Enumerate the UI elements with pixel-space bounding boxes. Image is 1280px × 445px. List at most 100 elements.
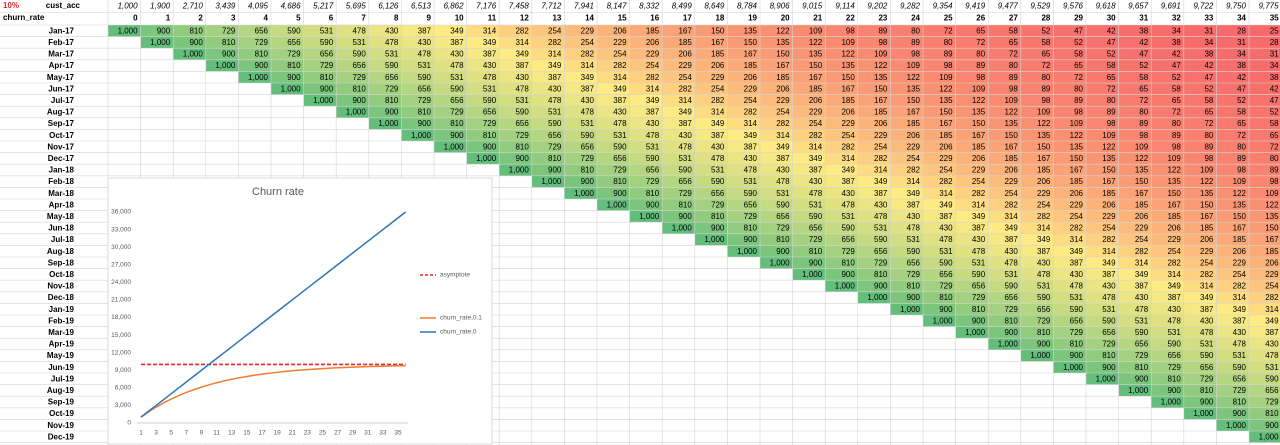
cell-value: 729 xyxy=(450,108,464,117)
cell-bg xyxy=(1086,245,1119,257)
x-tick-label: 3 xyxy=(154,430,158,437)
cell-bg xyxy=(1020,36,1054,49)
cell-value: 150 xyxy=(744,38,758,47)
cell-bg xyxy=(760,210,793,223)
cell-bg xyxy=(303,94,337,107)
cell-bg xyxy=(1183,94,1217,107)
cell-value: 349 xyxy=(744,131,758,140)
cell-value: 656 xyxy=(418,84,432,93)
cell-bg xyxy=(1020,303,1054,315)
cell-bg xyxy=(466,59,500,72)
cell-value: 810 xyxy=(483,131,497,140)
cell-bg xyxy=(629,117,663,130)
cell-value: 58 xyxy=(1270,119,1279,128)
cell-bg xyxy=(988,141,1021,153)
cell-bg xyxy=(1183,373,1217,385)
cell-value: 656 xyxy=(744,200,758,209)
cell-bg xyxy=(890,141,923,153)
cell-value: 314 xyxy=(646,84,660,93)
cell-value: 810 xyxy=(1070,340,1084,349)
cell-value: 590 xyxy=(1004,282,1018,291)
cell-value: 387 xyxy=(1233,316,1247,325)
cell-value: 729 xyxy=(939,282,953,291)
cell-bg xyxy=(1118,175,1152,188)
cell-value: 729 xyxy=(581,154,595,163)
cell-value: 185 xyxy=(1102,189,1116,198)
cell-bg xyxy=(923,48,956,60)
cust-acc-value: 2,710 xyxy=(182,2,204,11)
cell-value: 72 xyxy=(1107,84,1116,93)
cell-bg xyxy=(1216,199,1249,211)
cell-value: 282 xyxy=(1200,270,1214,279)
cell-value: 229 xyxy=(809,108,823,117)
cell-value: 135 xyxy=(1233,200,1247,209)
cell-bg xyxy=(466,36,500,49)
cell-value: 34 xyxy=(1237,50,1246,59)
cell-bg xyxy=(629,175,663,188)
cell-value: 89 xyxy=(878,26,887,35)
cell-value: 122 xyxy=(874,61,888,70)
cell-bg xyxy=(1053,25,1086,37)
cell-bg xyxy=(760,164,793,176)
cell-value: 900 xyxy=(1265,421,1279,430)
row-label: Aug-19 xyxy=(47,386,75,395)
cell-bg xyxy=(857,164,891,176)
cell-bg xyxy=(1020,280,1054,292)
cell-bg xyxy=(857,48,891,60)
cell-value: 900 xyxy=(776,247,790,256)
cell-value: 282 xyxy=(972,189,986,198)
cell-value: 282 xyxy=(613,61,627,70)
cell-value: 478 xyxy=(1037,270,1051,279)
cell-value: 656 xyxy=(646,166,660,175)
cell-value: 349 xyxy=(972,212,986,221)
cell-bg xyxy=(890,233,923,246)
cell-value: 72 xyxy=(1041,61,1050,70)
cell-bg xyxy=(368,71,402,83)
cell-value: 206 xyxy=(1265,258,1279,267)
cell-value: 387 xyxy=(1102,270,1116,279)
cell-bg xyxy=(1216,361,1249,373)
cell-bg xyxy=(792,233,826,246)
cell-value: 167 xyxy=(744,50,758,59)
cell-bg xyxy=(1020,106,1054,118)
cell-bg xyxy=(1053,315,1086,327)
cell-value: 206 xyxy=(1037,177,1051,186)
cell-value: 1,000 xyxy=(802,270,823,279)
cell-value: 58 xyxy=(1074,50,1083,59)
cell-bg xyxy=(1216,25,1249,37)
cell-value: 1,000 xyxy=(1096,374,1117,383)
cell-value: 314 xyxy=(1167,270,1181,279)
cell-bg xyxy=(727,245,760,257)
cell-value: 729 xyxy=(515,131,529,140)
cell-value: 729 xyxy=(548,142,562,151)
cell-value: 430 xyxy=(613,108,627,117)
cell-value: 531 xyxy=(1233,351,1247,360)
cell-bg xyxy=(1183,36,1217,49)
cell-value: 282 xyxy=(907,166,921,175)
cell-bg xyxy=(1216,187,1249,199)
cells: 1,000 900 810 729 656 590 531 478 430 387 349 314 28… xyxy=(108,25,1280,443)
cell-bg xyxy=(629,25,663,37)
cell-bg xyxy=(988,199,1021,211)
cell-value: 531 xyxy=(1037,282,1051,291)
cell-bg xyxy=(857,83,891,95)
cell-value: 150 xyxy=(1070,154,1084,163)
cell-value: 478 xyxy=(1070,282,1084,291)
cell-value: 430 xyxy=(1200,316,1214,325)
cell-value: 206 xyxy=(939,142,953,151)
cell-value: 478 xyxy=(515,84,529,93)
cell-bg xyxy=(1216,396,1249,408)
cell-value: 478 xyxy=(385,38,399,47)
cell-value: 122 xyxy=(939,84,953,93)
cell-bg xyxy=(1183,280,1217,292)
cell-value: 42 xyxy=(1107,26,1116,35)
cell-bg xyxy=(727,187,760,199)
cell-bg xyxy=(1249,25,1280,37)
cell-value: 206 xyxy=(809,96,823,105)
cell-value: 89 xyxy=(1041,84,1050,93)
cell-value: 38 xyxy=(1237,61,1246,70)
cell-value: 34 xyxy=(1270,61,1279,70)
cell-value: 1,000 xyxy=(281,84,302,93)
cell-bg xyxy=(662,129,695,141)
cell-bg xyxy=(1216,257,1249,269)
